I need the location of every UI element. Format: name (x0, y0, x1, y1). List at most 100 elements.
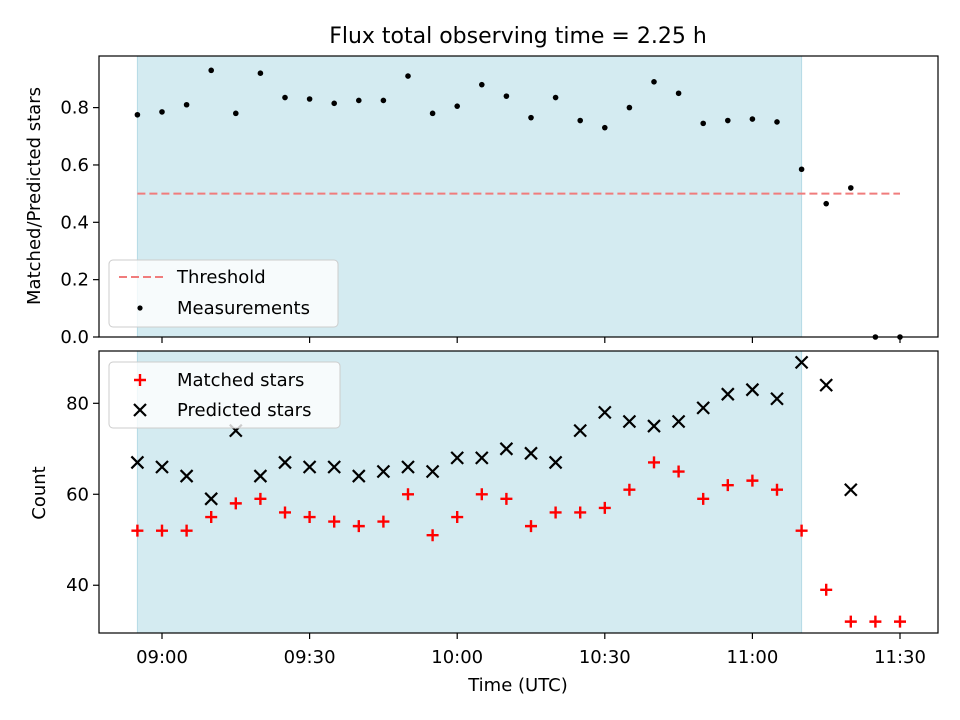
predicted-stars-point (573, 423, 587, 438)
predicted-stars-point (450, 451, 464, 465)
measurement-point (454, 103, 461, 109)
matched-stars-point (500, 492, 513, 505)
x-tick-label: 10:00 (431, 647, 483, 668)
predicted-stars-point (475, 451, 489, 465)
measurement-point (602, 124, 608, 131)
counts-panel: 40 60 80 09:00 09:30 10:00 10:30 11:00 11:30 Co… (29, 350, 939, 668)
predicted-stars-point (130, 455, 145, 470)
measurement-point (257, 70, 264, 77)
measurement-point (552, 94, 559, 101)
matched-stars-point (721, 479, 734, 492)
chart-title: Flux total observing time = 2.25 h (329, 24, 707, 49)
predicted-stars-point (524, 446, 538, 461)
matched-stars-point (377, 515, 390, 528)
x-tick-label: 11:30 (874, 647, 926, 668)
predicted-stars-point (327, 460, 341, 474)
matched-stars-point (254, 492, 267, 505)
predicted-stars-point (204, 492, 218, 506)
legend-matched-label: Matched stars (177, 370, 304, 391)
measurement-point (405, 73, 411, 79)
matched-stars-point (549, 506, 562, 519)
matched-stars-point (697, 492, 710, 505)
predicted-stars-point (499, 442, 514, 456)
predicted-stars-point (622, 414, 637, 429)
predicted-stars-point (721, 387, 735, 401)
measurement-point (577, 117, 583, 124)
x-tick-label: 09:30 (284, 647, 336, 668)
predicted-stars-point (376, 464, 391, 479)
measurement-point (282, 94, 288, 101)
matched-stars-point (623, 483, 636, 496)
matched-stars-point (894, 615, 906, 628)
predicted-stars-point (844, 482, 858, 497)
matched-stars-point (451, 511, 464, 524)
ratio-y-tick-label: 0.0 (60, 327, 89, 348)
legend-matched-marker (134, 374, 146, 386)
predicted-stars-point (401, 460, 415, 474)
measurement-point (331, 100, 338, 107)
matched-stars-point (746, 474, 759, 487)
legend-threshold-label: Threshold (176, 267, 266, 288)
legend-measurements-marker (137, 305, 143, 311)
matched-stars-point (475, 488, 488, 501)
matched-stars-point (229, 497, 242, 510)
matched-stars-point (525, 520, 537, 533)
predicted-stars-point (425, 464, 440, 479)
counts-y-tick-label: 40 (66, 575, 89, 596)
legend-predicted-marker (133, 403, 147, 417)
ratio-y-tick-label: 0.2 (60, 270, 89, 291)
matched-stars-point (180, 524, 193, 537)
measurement-point (380, 97, 387, 104)
measurement-point (626, 104, 633, 111)
x-tick-label: 10:30 (579, 647, 631, 668)
counts-y-tick-label: 60 (66, 484, 89, 505)
ratio-y-axis-label: Matched/Predicted stars (24, 87, 45, 305)
measurement-point (749, 116, 756, 122)
matched-stars-point (205, 511, 218, 524)
matched-stars-point (648, 456, 660, 469)
x-axis-label: Time (UTC) (467, 675, 568, 696)
counts-legend: Matched stars Predicted stars (108, 361, 341, 429)
measurement-point (848, 185, 854, 191)
measurement-point (233, 110, 239, 117)
measurement-point (503, 93, 510, 99)
legend-measurements-label: Measurements (177, 298, 310, 319)
measurement-point (356, 97, 362, 104)
predicted-stars-point (155, 460, 169, 474)
predicted-stars-point (548, 455, 563, 470)
measurement-point (183, 101, 190, 108)
measurement-point (134, 111, 141, 118)
predicted-stars-point (671, 414, 686, 429)
predicted-stars-point (745, 382, 760, 397)
matched-stars-point (402, 488, 414, 501)
predicted-stars-point (696, 401, 710, 415)
counts-plot-frame (98, 350, 939, 634)
ratio-legend-box (108, 259, 339, 328)
predicted-stars-point (253, 469, 268, 483)
measurement-point (159, 109, 165, 115)
measurement-point (798, 166, 805, 173)
matched-stars-point (844, 615, 857, 628)
ratio-y-tick-label: 0.8 (60, 98, 89, 119)
matched-stars-point (869, 615, 882, 628)
matched-stars-point (426, 529, 439, 542)
measurement-point (306, 96, 313, 102)
measurement-point (675, 90, 682, 97)
measurement-point (528, 114, 534, 121)
ratio-y-tick-label: 0.6 (60, 155, 89, 176)
matched-stars-point (279, 506, 291, 519)
measurement-point (700, 120, 706, 127)
measurement-point (725, 117, 731, 124)
predicted-stars-point (819, 378, 833, 392)
ratio-plot-frame (98, 55, 939, 338)
measurement-point (479, 81, 485, 88)
matched-stars-point (574, 506, 587, 519)
measurement-point (429, 110, 436, 117)
matched-stars-point (771, 483, 783, 496)
predicted-stars-point (794, 355, 809, 370)
ratio-legend: Threshold Measurements (108, 259, 339, 328)
predicted-stars-point (598, 405, 612, 420)
predicted-stars-point (278, 455, 292, 470)
matched-stars-point (598, 501, 611, 514)
